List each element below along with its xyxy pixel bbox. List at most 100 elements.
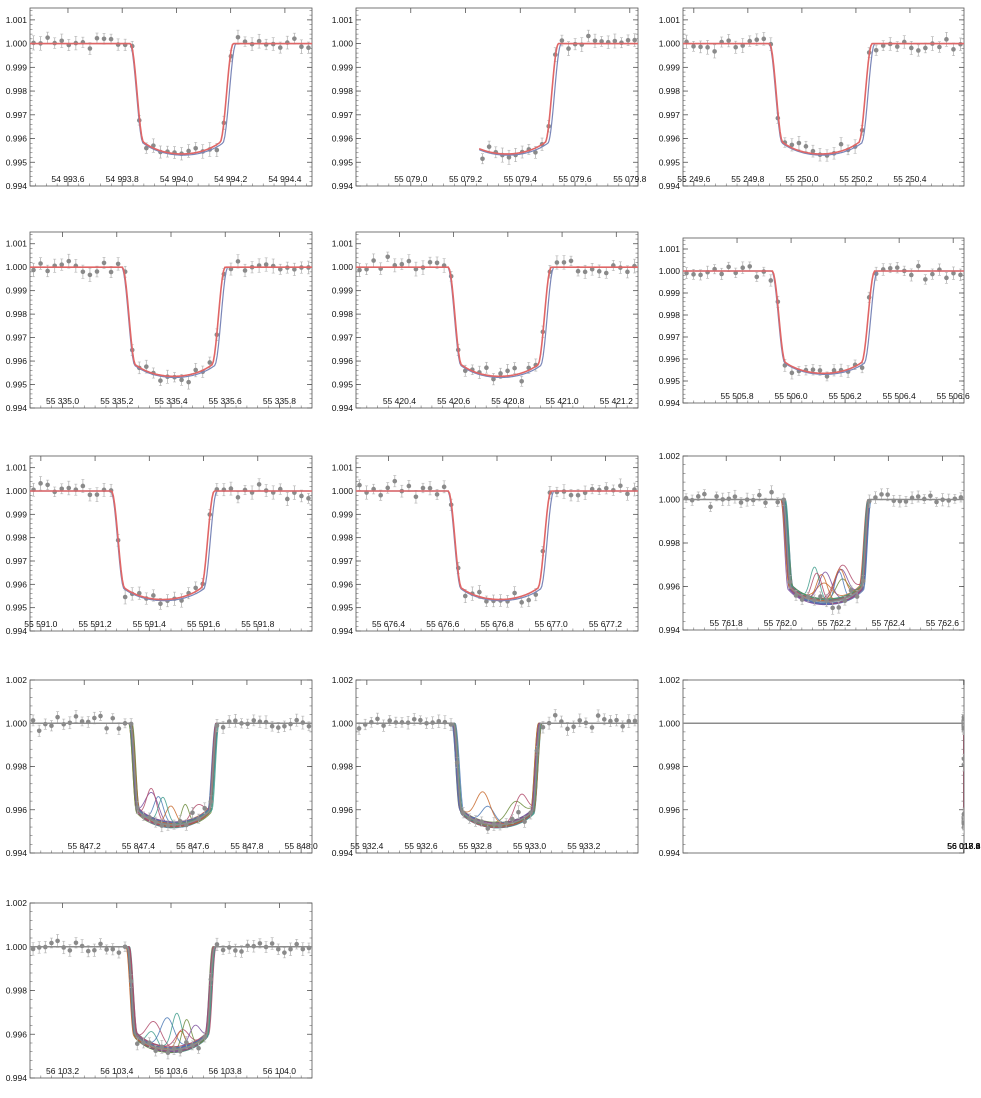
y-tick-label: 1.002 (659, 675, 681, 685)
y-tick-label: 0.997 (332, 333, 354, 343)
data-point (364, 266, 369, 272)
data-point (698, 272, 703, 278)
x-tick-label: 55 335.8 (263, 396, 296, 406)
x-tick-label: 55 676.8 (480, 619, 513, 629)
data-point (740, 43, 746, 48)
data-point (436, 718, 442, 724)
data-point (684, 270, 689, 276)
y-tick-label: 0.994 (659, 398, 681, 408)
y-tick-label: 1.002 (6, 898, 28, 908)
data-point (958, 495, 964, 500)
data-point (830, 605, 835, 611)
data-point (614, 717, 619, 723)
data-point (595, 713, 601, 718)
data-point (66, 258, 72, 264)
x-tick-label: 55 762.0 (764, 618, 797, 628)
data-point (214, 147, 220, 153)
data-point (110, 946, 116, 952)
data-point (434, 492, 440, 497)
data-point (601, 717, 607, 722)
data-point (108, 269, 114, 275)
model-curve-primary (478, 42, 638, 155)
data-point (418, 717, 423, 723)
plot-area (30, 29, 312, 161)
data-point (887, 265, 893, 271)
data-point (226, 945, 232, 950)
y-tick-label: 0.996 (659, 805, 681, 815)
data-point (43, 721, 48, 727)
data-point (73, 714, 79, 719)
data-point (934, 499, 939, 505)
data-point (190, 810, 195, 815)
data-point (357, 267, 362, 273)
data-point (257, 941, 263, 946)
data-point (533, 150, 538, 155)
model-curve-primary (356, 490, 638, 601)
y-tick-label: 0.994 (6, 848, 28, 858)
data-point (961, 811, 964, 817)
plot-area (683, 32, 964, 162)
data-point (961, 756, 964, 762)
data-point (695, 494, 701, 499)
data-point (79, 943, 85, 949)
x-tick-label: 55 761.8 (710, 618, 743, 628)
data-point (831, 368, 837, 373)
data-point (385, 485, 391, 491)
data-point (299, 44, 304, 50)
data-point (480, 156, 485, 162)
y-tick-label: 0.995 (6, 157, 28, 167)
data-point (568, 492, 574, 498)
x-tick-label: 54 994.2 (214, 174, 247, 184)
y-tick-label: 0.996 (6, 356, 28, 366)
x-tick-label: 55 591.0 (24, 619, 57, 629)
data-point (399, 261, 405, 267)
data-point (951, 47, 956, 52)
data-point (292, 36, 297, 41)
y-tick-label: 0.998 (659, 310, 681, 320)
data-point (799, 597, 805, 602)
data-point (859, 365, 865, 371)
y-tick-label: 0.998 (332, 309, 354, 319)
data-point (36, 945, 42, 950)
y-tick-label: 0.999 (6, 509, 28, 519)
data-point (705, 45, 710, 50)
data-point (937, 44, 942, 50)
baseline-model-curve (30, 946, 312, 1051)
y-tick-label: 0.999 (332, 509, 354, 519)
y-tick-label: 0.995 (6, 603, 28, 613)
data-point (885, 492, 890, 497)
y-tick-label: 1.001 (332, 239, 354, 249)
data-point (577, 718, 583, 723)
y-tick-label: 0.995 (332, 380, 354, 390)
data-point (275, 946, 281, 952)
x-tick-label: 55 591.4 (133, 619, 166, 629)
data-point (306, 45, 311, 51)
data-point (228, 486, 234, 491)
data-point (94, 269, 100, 274)
x-tick-label: 56 018.2 (947, 841, 980, 851)
data-point (571, 724, 576, 730)
y-tick-label: 0.996 (659, 354, 681, 364)
data-point (698, 44, 703, 50)
y-tick-label: 0.994 (332, 403, 354, 413)
y-tick-label: 0.999 (332, 286, 354, 296)
x-tick-label: 55 762.6 (926, 618, 959, 628)
data-point (512, 590, 517, 596)
plot-frame (682, 7, 965, 187)
data-point (357, 482, 362, 488)
plot-frame (355, 231, 639, 409)
data-point (559, 38, 565, 43)
data-point (269, 941, 275, 946)
data-point (427, 259, 433, 265)
data-point (263, 262, 269, 267)
data-point (603, 485, 609, 491)
data-point (810, 367, 816, 373)
data-point (300, 946, 306, 952)
data-point (144, 364, 149, 369)
data-point (144, 145, 149, 151)
data-point (754, 274, 760, 280)
data-point (923, 45, 928, 51)
data-point (80, 483, 86, 489)
data-point (66, 485, 72, 491)
data-point (59, 38, 65, 44)
